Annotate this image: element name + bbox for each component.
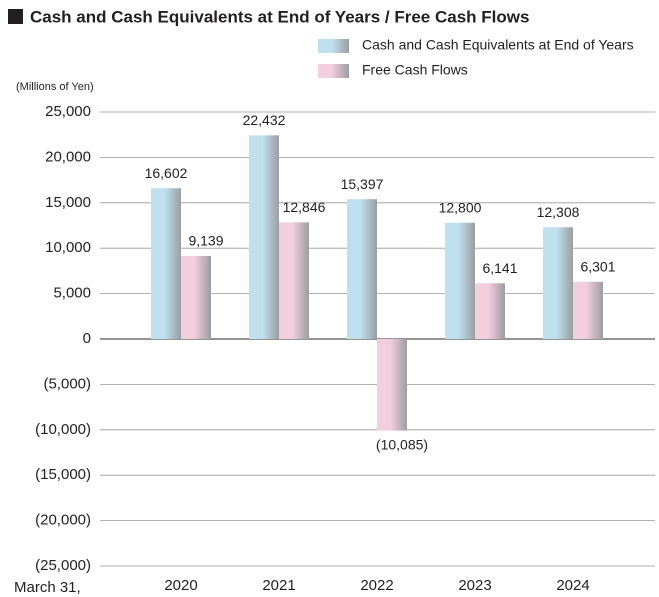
bar (249, 135, 279, 339)
data-label: 15,397 (341, 176, 384, 192)
y-tick-label: (15,000) (35, 466, 91, 483)
y-tick-label: (25,000) (35, 557, 91, 574)
y-tick-label: 5,000 (53, 285, 91, 302)
legend-label: Free Cash Flows (362, 62, 468, 78)
y-tick-label: (5,000) (43, 375, 91, 392)
bar (181, 256, 211, 339)
y-tick-label: 25,000 (45, 103, 91, 120)
bar (573, 281, 603, 339)
data-label: 6,141 (482, 260, 517, 276)
bar (347, 199, 377, 339)
x-tick-label: 2024 (556, 577, 589, 594)
y-tick-label: 0 (83, 330, 91, 347)
data-label: 12,846 (283, 199, 326, 215)
data-label: 9,139 (188, 233, 223, 249)
data-label: 12,800 (439, 199, 482, 215)
x-axis-label: March 31, (14, 579, 81, 596)
y-axis-label: (Millions of Yen) (16, 81, 94, 93)
legend-label: Cash and Cash Equivalents at End of Year… (362, 37, 634, 53)
bar (475, 283, 505, 339)
bar (445, 222, 475, 339)
bar (543, 227, 573, 339)
data-label: 6,301 (580, 258, 615, 274)
bar (377, 339, 407, 431)
x-tick-label: 2022 (360, 577, 393, 594)
x-tick-label: 2021 (262, 577, 295, 594)
data-label: 22,432 (243, 112, 286, 128)
data-label: (10,085) (376, 436, 428, 452)
legend-swatch (318, 39, 349, 53)
y-tick-label: 15,000 (45, 194, 91, 211)
title-square (8, 9, 23, 24)
bar (279, 222, 309, 339)
y-tick-label: (20,000) (35, 512, 91, 529)
y-tick-label: 20,000 (45, 148, 91, 165)
x-tick-label: 2020 (164, 577, 197, 594)
chart-title: Cash and Cash Equivalents at End of Year… (30, 7, 529, 26)
y-tick-label: (10,000) (35, 421, 91, 438)
bar (151, 188, 181, 339)
data-label: 16,602 (145, 165, 188, 181)
y-tick-label: 10,000 (45, 239, 91, 256)
legend-swatch (318, 64, 349, 78)
x-tick-label: 2023 (458, 577, 491, 594)
data-label: 12,308 (537, 204, 580, 220)
